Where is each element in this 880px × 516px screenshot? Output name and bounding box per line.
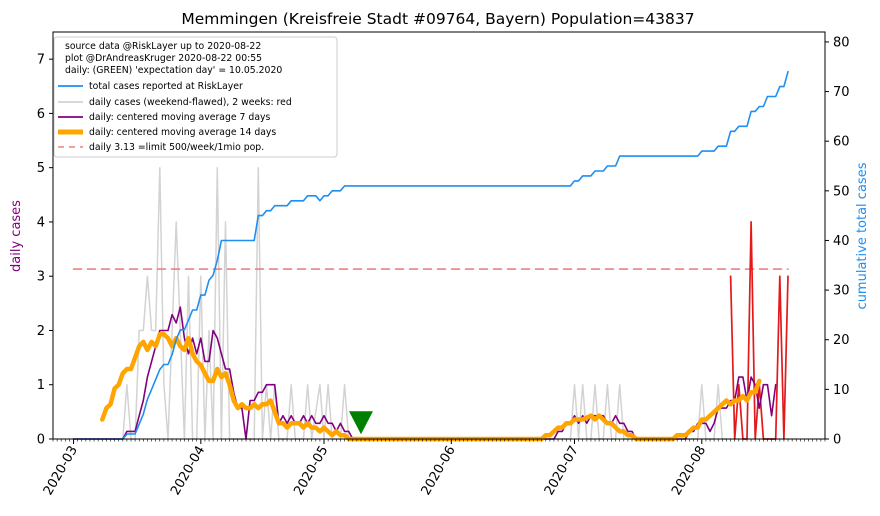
right-tick-label: 60	[833, 135, 850, 150]
legend-label-daily-raw: daily cases (weekend-flawed), 2 weeks: r…	[89, 97, 292, 108]
right-tick-label: 20	[833, 333, 850, 348]
legend-label-ma7: daily: centered moving average 7 days	[89, 112, 271, 123]
ma14-series-group	[100, 332, 762, 442]
right-axis: 0 10 20 30 40 50 60 70 80	[825, 35, 850, 448]
left-tick-label: 2	[37, 324, 45, 339]
left-tick-label: 6	[37, 107, 45, 122]
x-tick-label: 2020-06	[419, 444, 459, 499]
left-tick-label: 5	[37, 161, 45, 176]
x-tick-label: 2020-07	[542, 444, 582, 499]
left-axis: 0 1 2 3 4 5 6 7	[37, 53, 53, 448]
right-tick-label: 70	[833, 85, 850, 100]
right-tick-label: 50	[833, 184, 850, 199]
right-tick-label: 10	[833, 383, 850, 398]
right-tick-label: 30	[833, 284, 850, 299]
legend-header-line-1: source data @RiskLayer up to 2020-08-22	[65, 41, 261, 52]
left-tick-label: 7	[37, 53, 45, 68]
x-tick-label: 2020-05	[291, 444, 331, 499]
left-tick-label: 1	[37, 378, 45, 393]
expectation-day-marker	[348, 411, 373, 435]
left-tick-label: 3	[37, 270, 45, 285]
left-tick-label: 0	[37, 433, 45, 448]
daily-raw-line	[72, 166, 728, 440]
expectation-marker-group	[348, 411, 373, 435]
right-tick-label: 40	[833, 234, 850, 249]
left-axis-label: daily cases	[9, 200, 24, 272]
x-axis: 2020-03 2020-04 2020-05 2020-06 2020-07 2020-…	[41, 439, 826, 499]
legend-label-limit: daily 3.13 =limit 500/week/1mio pop.	[89, 142, 264, 153]
legend-box	[53, 36, 338, 158]
chart-title: Memmingen (Kreisfreie Stadt #09764, Baye…	[181, 10, 694, 28]
right-tick-label: 80	[833, 35, 850, 50]
legend-header-line-2: plot @DrAndreasKruger 2020-08-22 00:55	[65, 53, 262, 64]
legend: source data @RiskLayer up to 2020-08-22 …	[53, 36, 338, 158]
left-tick-label: 4	[37, 215, 45, 230]
ma14-line	[100, 332, 762, 442]
total-cases-line	[72, 70, 789, 440]
total-cases-series-group	[72, 70, 789, 440]
ma7-line	[72, 306, 777, 440]
ma7-series-group	[72, 306, 777, 440]
legend-header-line-3: daily: (GREEN) 'expectation day' = 10.05…	[65, 65, 282, 76]
x-tick-label: 2020-03	[41, 444, 81, 499]
daily-raw-series-group	[72, 166, 728, 440]
x-tick-label: 2020-04	[168, 444, 208, 499]
x-tick-label: 2020-08	[669, 444, 709, 499]
legend-label-ma14: daily: centered moving average 14 days	[89, 127, 276, 138]
legend-label-total: total cases reported at RiskLayer	[89, 81, 243, 92]
right-tick-label: 0	[833, 433, 841, 448]
right-axis-label: cumulative total cases	[855, 162, 870, 309]
